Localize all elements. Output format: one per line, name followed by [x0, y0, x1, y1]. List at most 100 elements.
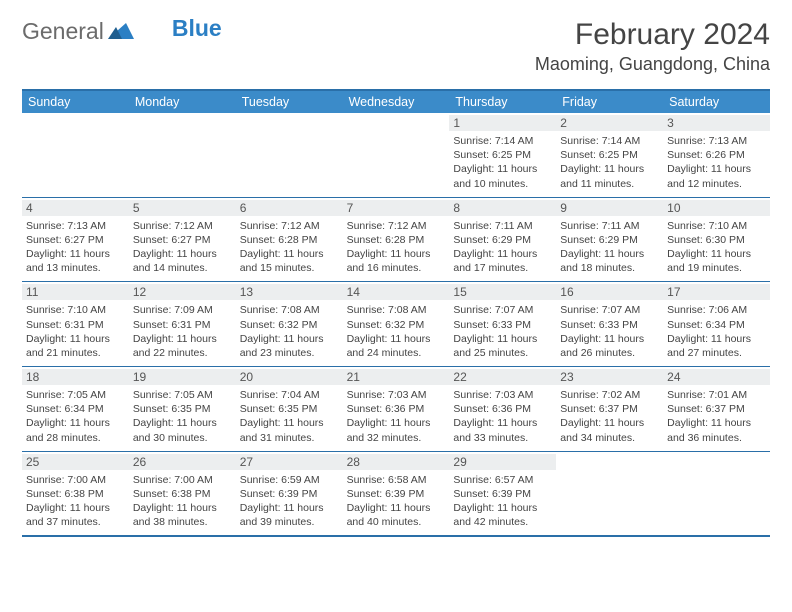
day-cell-11: 11 Sunrise: 7:10 AMSunset: 6:31 PMDayligh… — [22, 282, 129, 366]
dow-saturday: Saturday — [663, 91, 770, 113]
sun-info: Sunrise: 7:00 AMSunset: 6:38 PMDaylight:… — [133, 473, 232, 530]
title-block: February 2024 Maoming, Guangdong, China — [535, 18, 770, 75]
day-cell-12: 12Sunrise: 7:09 AMSunset: 6:31 PMDayligh… — [129, 282, 236, 366]
sun-info: Sunrise: 7:02 AMSunset: 6:37 PMDaylight:… — [560, 388, 659, 445]
day-number: 17 — [663, 284, 770, 300]
sun-info: Sunrise: 7:11 AMSunset: 6:29 PMDaylight:… — [453, 219, 552, 276]
logo-shape-icon — [108, 18, 134, 45]
sun-info: Sunrise: 7:10 AMSunset: 6:31 PMDaylight:… — [26, 303, 125, 360]
day-number: 1 — [449, 115, 556, 131]
week-row: 11 Sunrise: 7:10 AMSunset: 6:31 PMDayligh… — [22, 281, 770, 366]
day-cell-17: 17 Sunrise: 7:06 AMSunset: 6:34 PMDayligh… — [663, 282, 770, 366]
day-cell-5: 5Sunrise: 7:12 AMSunset: 6:27 PMDaylight… — [129, 198, 236, 282]
sun-info: Sunrise: 7:13 AMSunset: 6:27 PMDaylight:… — [26, 219, 125, 276]
sun-info: Sunrise: 7:11 AMSunset: 6:29 PMDaylight:… — [560, 219, 659, 276]
month-title: February 2024 — [535, 18, 770, 52]
day-number: 22 — [449, 369, 556, 385]
day-cell-29: 29Sunrise: 6:57 AMSunset: 6:39 PMDayligh… — [449, 452, 556, 536]
day-number: 8 — [449, 200, 556, 216]
day-number: 29 — [449, 454, 556, 470]
week-row: 18 Sunrise: 7:05 AMSunset: 6:34 PMDayligh… — [22, 366, 770, 451]
header: General Blue February 2024 Maoming, Guan… — [22, 18, 770, 75]
sun-info: Sunrise: 6:58 AMSunset: 6:39 PMDaylight:… — [347, 473, 446, 530]
sun-info: Sunrise: 7:03 AMSunset: 6:36 PMDaylight:… — [453, 388, 552, 445]
day-cell-25: 25 Sunrise: 7:00 AMSunset: 6:38 PMDayligh… — [22, 452, 129, 536]
dow-sunday: Sunday — [22, 91, 129, 113]
sun-info: Sunrise: 7:07 AMSunset: 6:33 PMDaylight:… — [453, 303, 552, 360]
location: Maoming, Guangdong, China — [535, 54, 770, 75]
calendar: SundayMondayTuesdayWednesdayThursdayFrid… — [22, 89, 770, 537]
day-cell-19: 19 Sunrise: 7:05 AMSunset: 6:35 PMDayligh… — [129, 367, 236, 451]
sun-info: Sunrise: 7:08 AMSunset: 6:32 PMDaylight:… — [347, 303, 446, 360]
day-cell-18: 18 Sunrise: 7:05 AMSunset: 6:34 PMDayligh… — [22, 367, 129, 451]
dow-tuesday: Tuesday — [236, 91, 343, 113]
dow-row: SundayMondayTuesdayWednesdayThursdayFrid… — [22, 91, 770, 113]
day-number: 27 — [236, 454, 343, 470]
empty-cell — [236, 113, 343, 197]
sun-info: Sunrise: 7:05 AMSunset: 6:34 PMDaylight:… — [26, 388, 125, 445]
day-cell-20: 20 Sunrise: 7:04 AMSunset: 6:35 PMDayligh… — [236, 367, 343, 451]
day-cell-3: 3 Sunrise: 7:13 AMSunset: 6:26 PMDaylight… — [663, 113, 770, 197]
day-number: 21 — [343, 369, 450, 385]
day-cell-9: 9 Sunrise: 7:11 AMSunset: 6:29 PMDaylight… — [556, 198, 663, 282]
sun-info: Sunrise: 7:06 AMSunset: 6:34 PMDaylight:… — [667, 303, 766, 360]
week-row: 25Sunrise: 7:00 AMSunset: 6:38 PMDayligh… — [22, 451, 770, 536]
day-number: 25 — [22, 454, 129, 470]
day-cell-2: 2Sunrise: 7:14 AMSunset: 6:25 PMDaylight… — [556, 113, 663, 197]
day-cell-26: 26 Sunrise: 7:00 AMSunset: 6:38 PMDayligh… — [129, 452, 236, 536]
sun-info: Sunrise: 7:12 AMSunset: 6:28 PMDaylight:… — [347, 219, 446, 276]
dow-wednesday: Wednesday — [343, 91, 450, 113]
day-number: 14 — [343, 284, 450, 300]
dow-friday: Friday — [556, 91, 663, 113]
day-cell-23: 23 Sunrise: 7:02 AMSunset: 6:37 PMDayligh… — [556, 367, 663, 451]
day-cell-6: 6 Sunrise: 7:12 AMSunset: 6:28 PMDaylight… — [236, 198, 343, 282]
day-cell-13: 13 Sunrise: 7:08 AMSunset: 6:32 PMDayligh… — [236, 282, 343, 366]
day-number: 9 — [556, 200, 663, 216]
day-cell-24: 24Sunrise: 7:01 AMSunset: 6:37 PMDayligh… — [663, 367, 770, 451]
day-number: 3 — [663, 115, 770, 131]
sun-info: Sunrise: 7:13 AMSunset: 6:26 PMDaylight:… — [667, 134, 766, 191]
day-number: 13 — [236, 284, 343, 300]
day-number: 11 — [22, 284, 129, 300]
week-row: 1 Sunrise: 7:14 AMSunset: 6:25 PMDaylight… — [22, 113, 770, 197]
dow-monday: Monday — [129, 91, 236, 113]
day-number: 5 — [129, 200, 236, 216]
sun-info: Sunrise: 7:12 AMSunset: 6:28 PMDaylight:… — [240, 219, 339, 276]
day-number: 16 — [556, 284, 663, 300]
day-cell-8: 8 Sunrise: 7:11 AMSunset: 6:29 PMDaylight… — [449, 198, 556, 282]
sun-info: Sunrise: 7:14 AMSunset: 6:25 PMDaylight:… — [453, 134, 552, 191]
day-cell-15: 15 Sunrise: 7:07 AMSunset: 6:33 PMDayligh… — [449, 282, 556, 366]
day-cell-14: 14 Sunrise: 7:08 AMSunset: 6:32 PMDayligh… — [343, 282, 450, 366]
sun-info: Sunrise: 7:04 AMSunset: 6:35 PMDaylight:… — [240, 388, 339, 445]
sun-info: Sunrise: 7:08 AMSunset: 6:32 PMDaylight:… — [240, 303, 339, 360]
sun-info: Sunrise: 6:59 AMSunset: 6:39 PMDaylight:… — [240, 473, 339, 530]
day-number: 15 — [449, 284, 556, 300]
day-number: 2 — [556, 115, 663, 131]
day-number: 6 — [236, 200, 343, 216]
day-cell-1: 1 Sunrise: 7:14 AMSunset: 6:25 PMDaylight… — [449, 113, 556, 197]
day-cell-4: 4 Sunrise: 7:13 AMSunset: 6:27 PMDaylight… — [22, 198, 129, 282]
empty-cell — [663, 452, 770, 536]
weeks-container: 1 Sunrise: 7:14 AMSunset: 6:25 PMDaylight… — [22, 113, 770, 535]
logo-text-general: General — [22, 18, 104, 45]
sun-info: Sunrise: 7:07 AMSunset: 6:33 PMDaylight:… — [560, 303, 659, 360]
day-number: 23 — [556, 369, 663, 385]
day-cell-7: 7Sunrise: 7:12 AMSunset: 6:28 PMDaylight… — [343, 198, 450, 282]
day-cell-28: 28Sunrise: 6:58 AMSunset: 6:39 PMDayligh… — [343, 452, 450, 536]
empty-cell — [129, 113, 236, 197]
empty-cell — [343, 113, 450, 197]
day-number: 10 — [663, 200, 770, 216]
day-number: 19 — [129, 369, 236, 385]
day-number: 18 — [22, 369, 129, 385]
week-row: 4 Sunrise: 7:13 AMSunset: 6:27 PMDaylight… — [22, 197, 770, 282]
logo-text-blue: Blue — [172, 15, 222, 42]
day-number: 4 — [22, 200, 129, 216]
sun-info: Sunrise: 7:05 AMSunset: 6:35 PMDaylight:… — [133, 388, 232, 445]
sun-info: Sunrise: 7:00 AMSunset: 6:38 PMDaylight:… — [26, 473, 125, 530]
day-number: 20 — [236, 369, 343, 385]
day-number: 26 — [129, 454, 236, 470]
day-cell-27: 27 Sunrise: 6:59 AMSunset: 6:39 PMDayligh… — [236, 452, 343, 536]
sun-info: Sunrise: 7:10 AMSunset: 6:30 PMDaylight:… — [667, 219, 766, 276]
day-number: 24 — [663, 369, 770, 385]
day-cell-16: 16 Sunrise: 7:07 AMSunset: 6:33 PMDayligh… — [556, 282, 663, 366]
